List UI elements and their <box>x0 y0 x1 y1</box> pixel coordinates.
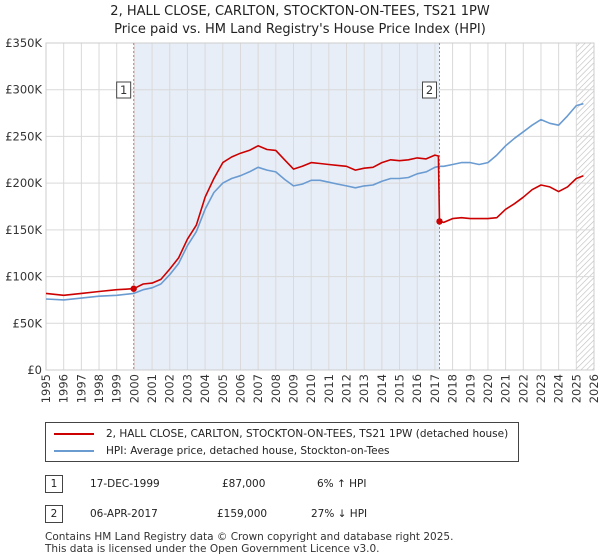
sale-label-box <box>116 81 132 99</box>
x-tick-label: 2025 <box>569 374 583 403</box>
x-tick-label: 2001 <box>145 374 159 403</box>
x-tick-label: 2024 <box>552 374 566 403</box>
x-tick-label: 1995 <box>39 374 53 403</box>
sale-point <box>130 285 137 292</box>
transaction-price: £159,000 <box>217 508 268 520</box>
chart-subtitle: Price paid vs. HM Land Registry's House … <box>114 22 486 37</box>
sale-label: 1 <box>120 83 127 97</box>
x-tick-label: 2007 <box>251 374 265 403</box>
x-tick-label: 1997 <box>74 374 88 403</box>
x-tick-label: 1999 <box>110 374 124 403</box>
x-tick-label: 2022 <box>516 374 530 403</box>
x-tick-label: 2013 <box>357 374 371 403</box>
x-tick-label: 2009 <box>286 374 300 403</box>
sale-label: 2 <box>426 83 433 97</box>
y-tick-label: £200K <box>5 176 42 190</box>
transaction-date: 17-DEC-1999 <box>90 478 160 490</box>
x-tick-label: 1998 <box>92 374 106 403</box>
transaction-row: 2 06-APR-2017 £159,000 27% ↓ HPI <box>45 505 565 525</box>
plot-border <box>45 42 595 371</box>
transaction-hpi-diff: 27% ↓ HPI <box>311 508 368 520</box>
chart-title: 2, HALL CLOSE, CARLTON, STOCKTON-ON-TEES… <box>110 4 490 19</box>
footer: Contains HM Land Registry data © Crown c… <box>45 531 453 555</box>
y-tick-label: £150K <box>5 223 42 237</box>
x-tick-label: 2005 <box>216 374 230 403</box>
transaction-hpi-diff: 6% ↑ HPI <box>317 478 367 490</box>
legend-item-hpi: HPI: Average price, detached house, Stoc… <box>54 443 390 459</box>
price-chart: £0 £50K £100K £150K £200K £250K £300K £350K 1995… <box>5 36 600 403</box>
legend-item-property: 2, HALL CLOSE, CARLTON, STOCKTON-ON-TEES… <box>54 426 508 442</box>
transaction-number: 1 <box>45 475 63 493</box>
y-tick-label: £0 <box>27 363 42 377</box>
transaction-number: 2 <box>45 505 63 523</box>
x-tick-label: 2018 <box>446 374 460 403</box>
x-tick-label: 2017 <box>428 374 442 403</box>
ownership-shade <box>133 43 440 370</box>
sale-label-box <box>421 81 437 99</box>
legend-swatch-hpi <box>54 450 94 452</box>
x-tick-label: 2002 <box>163 374 177 403</box>
x-tick-label: 2004 <box>198 374 212 403</box>
transaction-date: 06-APR-2017 <box>90 508 158 520</box>
x-tick-label: 2023 <box>534 374 548 403</box>
footer-line: This data is licensed under the Open Gov… <box>45 543 380 555</box>
footer-line: Contains HM Land Registry data © Crown c… <box>45 531 454 543</box>
x-tick-label: 2015 <box>393 374 407 403</box>
x-tick-label: 2021 <box>499 374 513 403</box>
legend-label-property: 2, HALL CLOSE, CARLTON, STOCKTON-ON-TEES… <box>106 428 509 440</box>
transaction-row: 1 17-DEC-1999 £87,000 6% ↑ HPI <box>45 475 565 495</box>
legend-swatch-property <box>54 433 94 435</box>
x-tick-label: 2011 <box>322 374 336 403</box>
x-tick-label: 2012 <box>340 374 354 403</box>
x-tick-label: 2019 <box>463 374 477 403</box>
x-tick-label: 2014 <box>375 374 389 403</box>
y-tick-label: £100K <box>5 270 42 284</box>
series-line-property <box>45 145 584 297</box>
sale-point <box>436 218 443 225</box>
legend-label-hpi: HPI: Average price, detached house, Stoc… <box>106 445 390 457</box>
series-line-hpi <box>45 102 584 301</box>
x-tick-label: 2020 <box>481 374 495 403</box>
y-tick-label: £350K <box>5 36 42 50</box>
x-tick-label: 2006 <box>233 374 247 403</box>
transaction-price: £87,000 <box>222 478 266 490</box>
legend: 2, HALL CLOSE, CARLTON, STOCKTON-ON-TEES… <box>45 422 519 462</box>
x-tick-label: 2010 <box>304 374 318 403</box>
y-tick-label: £250K <box>5 129 42 143</box>
x-tick-label: 2003 <box>180 374 194 403</box>
x-tick-label: 2000 <box>127 374 141 403</box>
x-tick-label: 2016 <box>410 374 424 403</box>
forecast-hatch <box>576 43 594 370</box>
x-tick-label: 2026 <box>587 374 600 403</box>
y-tick-label: £300K <box>5 83 42 97</box>
x-tick-label: 2008 <box>269 374 283 403</box>
x-tick-label: 1996 <box>57 374 71 403</box>
y-tick-label: £50K <box>13 316 43 330</box>
